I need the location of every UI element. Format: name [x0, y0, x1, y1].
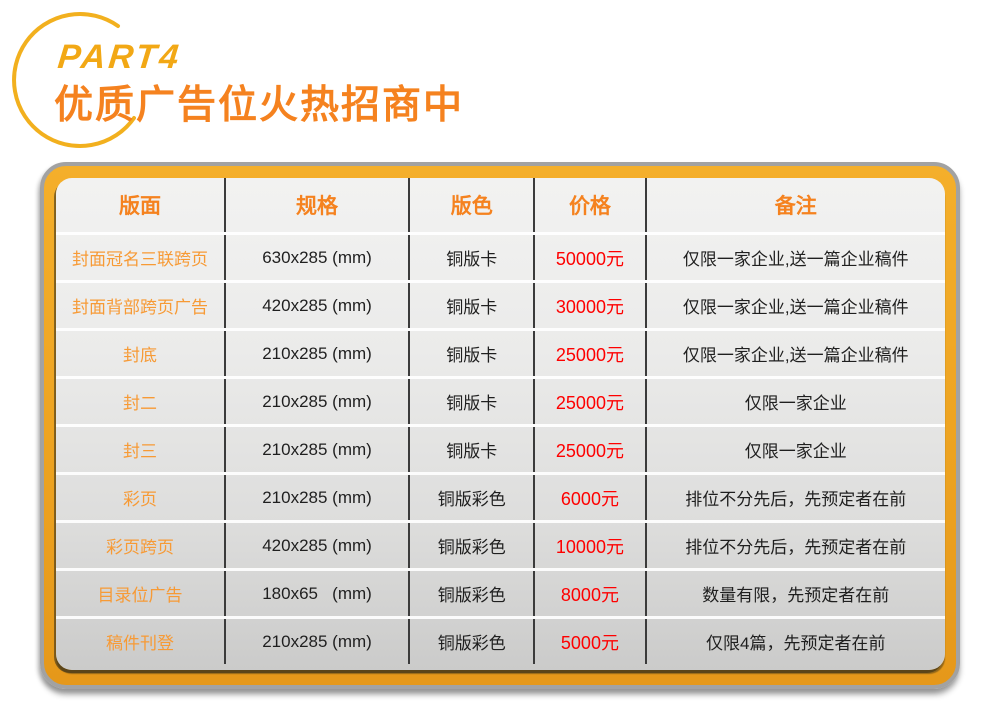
table-row: 封二 210x285 (mm) 铜版卡 25000元 仅限一家企业	[56, 376, 945, 424]
table-row: 封三 210x285 (mm) 铜版卡 25000元 仅限一家企业	[56, 424, 945, 472]
cell-banmian: 封面冠名三联跨页	[72, 250, 208, 269]
cell-beizhu: 仅限一家企业	[644, 427, 946, 472]
column-header-banmian: 版面	[119, 195, 161, 218]
price-table-panel: 版面 规格 版色 价格 备注 封面冠名三联跨页 630x285 (mm) 铜版卡…	[40, 162, 960, 689]
table-row: 彩页 210x285 (mm) 铜版彩色 6000元 排位不分先后，先预定者在前	[56, 472, 945, 520]
cell-banmian: 彩页跨页	[106, 538, 174, 557]
cell-jiage: 5000元	[533, 619, 644, 664]
cell-guige: 210x285 (mm)	[224, 331, 408, 376]
cell-jiage: 10000元	[533, 523, 644, 568]
cell-banse: 铜版卡	[408, 427, 533, 472]
column-header-beizhu: 备注	[644, 178, 946, 232]
cell-guige: 420x285 (mm)	[224, 523, 408, 568]
header-section: PART4 优质广告位火热招商中	[0, 0, 1000, 160]
cell-jiage: 25000元	[533, 427, 644, 472]
column-header-jiage: 价格	[533, 178, 644, 232]
cell-banmian: 稿件刊登	[106, 634, 174, 653]
cell-banse: 铜版卡	[408, 235, 533, 280]
column-header-banse: 版色	[408, 178, 533, 232]
cell-guige: 630x285 (mm)	[224, 235, 408, 280]
cell-banmian: 彩页	[123, 490, 157, 509]
cell-guige: 210x285 (mm)	[224, 475, 408, 520]
table-row: 目录位广告 180x65 (mm) 铜版彩色 8000元 数量有限，先预定者在前	[56, 568, 945, 616]
cell-banse: 铜版彩色	[408, 619, 533, 664]
cell-guige: 210x285 (mm)	[224, 619, 408, 664]
cell-jiage: 8000元	[533, 571, 644, 616]
part-label: PART4	[56, 38, 184, 76]
price-table: 版面 规格 版色 价格 备注 封面冠名三联跨页 630x285 (mm) 铜版卡…	[56, 178, 945, 670]
page-title: 优质广告位火热招商中	[54, 84, 465, 127]
cell-beizhu: 仅限一家企业	[644, 379, 946, 424]
table-row: 封底 210x285 (mm) 铜版卡 25000元 仅限一家企业,送一篇企业稿…	[56, 328, 945, 376]
cell-banse: 铜版卡	[408, 379, 533, 424]
cell-beizhu: 数量有限，先预定者在前	[644, 571, 946, 616]
cell-jiage: 25000元	[533, 379, 644, 424]
cell-beizhu: 仅限一家企业,送一篇企业稿件	[644, 331, 946, 376]
cell-banse: 铜版卡	[408, 283, 533, 328]
cell-beizhu: 排位不分先后，先预定者在前	[644, 523, 946, 568]
cell-beizhu: 仅限4篇，先预定者在前	[644, 619, 946, 664]
table-row: 彩页跨页 420x285 (mm) 铜版彩色 10000元 排位不分先后，先预定…	[56, 520, 945, 568]
cell-beizhu: 排位不分先后，先预定者在前	[644, 475, 946, 520]
cell-banmian: 目录位广告	[97, 586, 183, 605]
ring-decoration	[12, 11, 136, 148]
table-row: 封面冠名三联跨页 630x285 (mm) 铜版卡 50000元 仅限一家企业,…	[56, 232, 945, 280]
cell-banse: 铜版彩色	[408, 523, 533, 568]
table-row: 封面背部跨页广告 420x285 (mm) 铜版卡 30000元 仅限一家企业,…	[56, 280, 945, 328]
cell-jiage: 25000元	[533, 331, 644, 376]
cell-guige: 210x285 (mm)	[224, 379, 408, 424]
column-header-guige: 规格	[224, 178, 408, 232]
cell-banse: 铜版彩色	[408, 571, 533, 616]
table-header-row: 版面 规格 版色 价格 备注	[56, 178, 945, 232]
cell-banmian: 封面背部跨页广告	[72, 298, 208, 317]
cell-banse: 铜版卡	[408, 331, 533, 376]
cell-guige: 210x285 (mm)	[224, 427, 408, 472]
cell-jiage: 30000元	[533, 283, 644, 328]
cell-banmian: 封三	[123, 442, 157, 461]
cell-beizhu: 仅限一家企业,送一篇企业稿件	[644, 283, 946, 328]
cell-jiage: 6000元	[533, 475, 644, 520]
cell-guige: 180x65 (mm)	[224, 571, 408, 616]
cell-banmian: 封二	[123, 394, 157, 413]
cell-banmian: 封底	[123, 346, 157, 365]
cell-guige: 420x285 (mm)	[224, 283, 408, 328]
cell-beizhu: 仅限一家企业,送一篇企业稿件	[644, 235, 946, 280]
cell-banse: 铜版彩色	[408, 475, 533, 520]
table-row: 稿件刊登 210x285 (mm) 铜版彩色 5000元 仅限4篇，先预定者在前	[56, 616, 945, 664]
cell-jiage: 50000元	[533, 235, 644, 280]
